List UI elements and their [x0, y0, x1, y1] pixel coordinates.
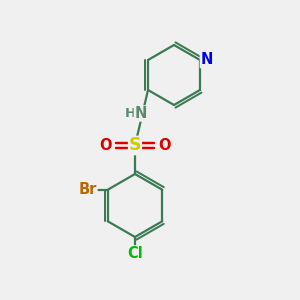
Text: N: N: [134, 106, 147, 121]
Text: Cl: Cl: [127, 246, 143, 261]
Text: S: S: [129, 136, 141, 154]
Text: Br: Br: [78, 182, 97, 197]
Text: O: O: [158, 138, 170, 153]
Text: O: O: [100, 138, 112, 153]
Text: N: N: [200, 52, 213, 68]
Text: H: H: [125, 107, 136, 120]
